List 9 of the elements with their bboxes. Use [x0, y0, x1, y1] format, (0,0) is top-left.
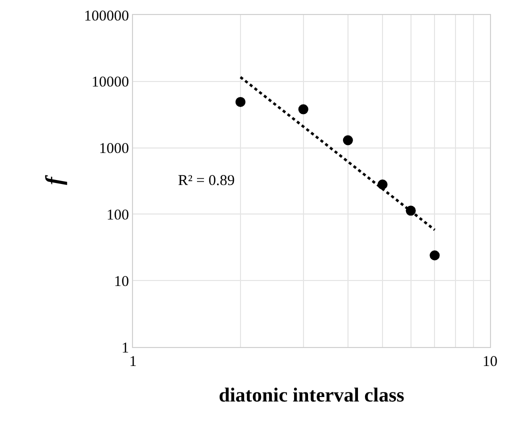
- y-axis-title: f: [42, 175, 68, 185]
- x-axis-title: diatonic interval class: [218, 384, 404, 406]
- y-tick-label: 1000: [99, 141, 129, 158]
- annotation: R² = 0.89: [178, 173, 235, 189]
- y-tick-label: 10000: [92, 74, 129, 91]
- y-tick-label: 100: [106, 207, 129, 224]
- y-tick-label: 10: [114, 274, 129, 290]
- y-tick-label: 100000: [84, 8, 129, 24]
- y-tick-label: 1: [122, 340, 129, 356]
